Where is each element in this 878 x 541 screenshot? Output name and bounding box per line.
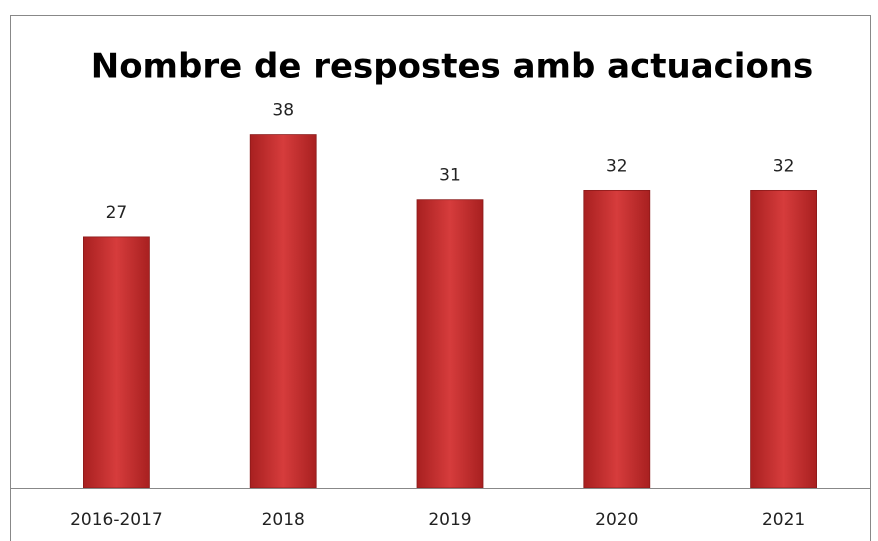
bar — [583, 189, 651, 489]
data-label: 31 — [439, 166, 461, 186]
bar — [83, 236, 150, 489]
data-label: 27 — [106, 203, 128, 223]
data-label: 32 — [773, 156, 795, 176]
chart-title: Nombre de respostes amb actuacions — [91, 47, 814, 87]
x-tick-label: 2019 — [428, 510, 471, 530]
x-tick-label: 2020 — [595, 510, 638, 530]
x-tick-label: 2018 — [262, 510, 305, 530]
bar — [416, 199, 484, 489]
data-label: 32 — [606, 156, 628, 176]
data-label: 38 — [272, 101, 294, 121]
bar — [750, 189, 817, 489]
x-tick-label: 2021 — [762, 510, 805, 530]
bar — [249, 134, 317, 489]
x-tick-label: 2016-2017 — [70, 510, 163, 530]
